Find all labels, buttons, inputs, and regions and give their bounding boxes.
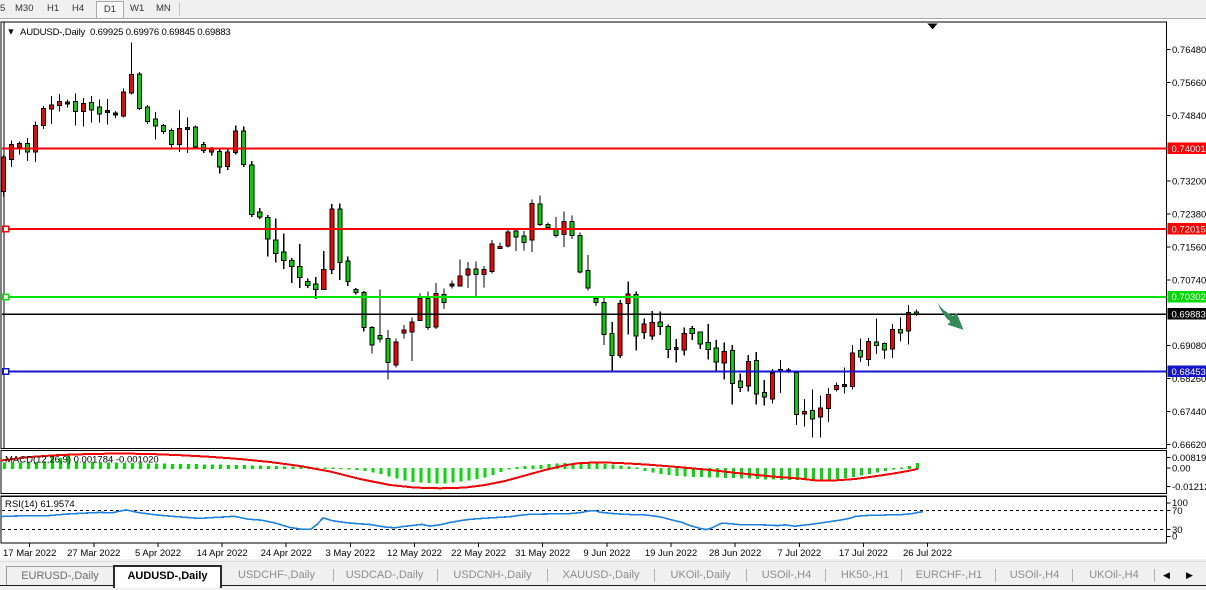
- svg-text:0.66620: 0.66620: [1172, 440, 1206, 451]
- svg-text:0.69883: 0.69883: [1172, 309, 1206, 320]
- svg-text:27 Mar 2022: 27 Mar 2022: [67, 548, 120, 558]
- svg-text:0.71560: 0.71560: [1172, 242, 1206, 253]
- svg-text:26 Jul 2022: 26 Jul 2022: [903, 548, 952, 558]
- svg-text:0.72380: 0.72380: [1172, 210, 1206, 221]
- svg-text:0: 0: [1172, 532, 1177, 543]
- svg-text:14 Apr 2022: 14 Apr 2022: [196, 548, 247, 558]
- svg-text:0.73200: 0.73200: [1172, 177, 1206, 188]
- svg-text:0.68453: 0.68453: [1172, 367, 1206, 378]
- svg-text:0.008197: 0.008197: [1172, 453, 1206, 464]
- svg-text:19 Jun 2022: 19 Jun 2022: [645, 548, 697, 558]
- svg-text:0.69080: 0.69080: [1172, 341, 1206, 352]
- svg-text:22 May 2022: 22 May 2022: [451, 548, 506, 558]
- svg-text:0.76480: 0.76480: [1172, 45, 1206, 56]
- svg-text:31 May 2022: 31 May 2022: [515, 548, 570, 558]
- svg-text:RSI(14) 61.9574: RSI(14) 61.9574: [5, 499, 75, 510]
- svg-text:9 Jun 2022: 9 Jun 2022: [583, 548, 630, 558]
- svg-text:0.00: 0.00: [1172, 464, 1191, 475]
- svg-text:0.72015: 0.72015: [1172, 224, 1206, 235]
- svg-text:0.67440: 0.67440: [1172, 407, 1206, 418]
- svg-text:12 May 2022: 12 May 2022: [387, 548, 442, 558]
- svg-text:0.70302: 0.70302: [1172, 292, 1206, 303]
- svg-text:28 Jun 2022: 28 Jun 2022: [709, 548, 761, 558]
- svg-text:5 Apr 2022: 5 Apr 2022: [135, 548, 181, 558]
- svg-text:0.75660: 0.75660: [1172, 78, 1206, 89]
- svg-text:AUDUSD-,Daily 0.69925 0.69976: AUDUSD-,Daily 0.69925 0.69976 0.69845 0.…: [20, 27, 231, 38]
- svg-text:0.70740: 0.70740: [1172, 275, 1206, 286]
- svg-text:MACD(12,26,9) 0.001784 -0.0010: MACD(12,26,9) 0.001784 -0.001020: [5, 455, 159, 466]
- svg-text:3 May 2022: 3 May 2022: [325, 548, 375, 558]
- svg-text:7 Jul 2022: 7 Jul 2022: [777, 548, 821, 558]
- svg-text:0.74840: 0.74840: [1172, 111, 1206, 122]
- svg-text:0.68260: 0.68260: [1172, 374, 1206, 385]
- svg-text:17 Jul 2022: 17 Jul 2022: [839, 548, 888, 558]
- svg-text:0.74001: 0.74001: [1172, 144, 1206, 155]
- svg-text:▼: ▼: [7, 27, 16, 37]
- svg-text:30: 30: [1172, 525, 1183, 536]
- svg-text:17 Mar 2022: 17 Mar 2022: [3, 548, 56, 558]
- svg-text:70: 70: [1172, 506, 1183, 517]
- svg-text:100: 100: [1172, 498, 1188, 509]
- svg-text:-0.01212: -0.01212: [1172, 482, 1206, 493]
- svg-text:24 Apr 2022: 24 Apr 2022: [261, 548, 312, 558]
